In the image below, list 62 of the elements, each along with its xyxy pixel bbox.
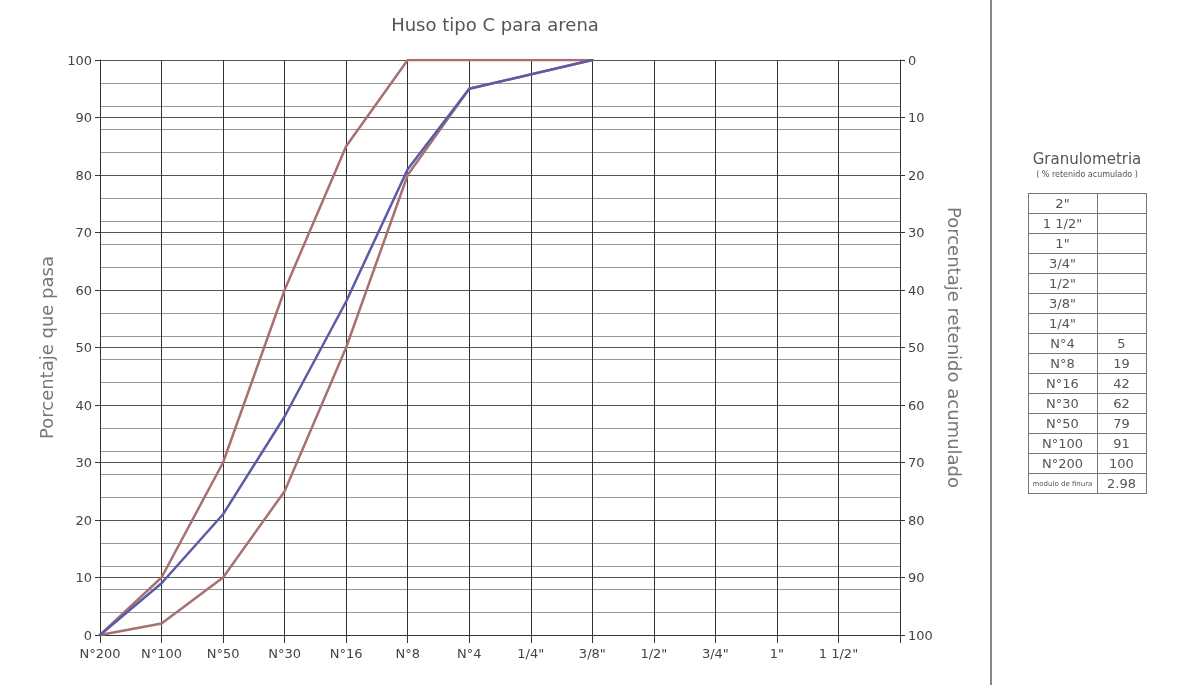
y2-tick-label: 40 — [908, 282, 925, 298]
category-label: 1/4" — [1028, 313, 1097, 334]
category-label: 1/2" — [1028, 273, 1097, 294]
y-tick-label: 70 — [75, 225, 92, 240]
x-tick-label: N°50 — [206, 646, 240, 661]
y-tick-label: 100 — [67, 52, 92, 68]
y2-tick-label: 10 — [908, 110, 925, 125]
x-tick-label: 1 1/2" — [818, 646, 859, 661]
x-tick-label: N°16 — [329, 646, 363, 661]
y2-tick-label: 70 — [908, 455, 925, 470]
category-label: N°4 — [1028, 333, 1097, 354]
x-tick-label: N°100 — [141, 646, 183, 661]
y2-tick-label: 100 — [908, 627, 933, 643]
category-label: 3/8" — [1028, 293, 1097, 314]
category-label: N°100 — [1028, 433, 1097, 454]
x-tick-label: N°8 — [395, 646, 420, 661]
y2-tick-label: 0 — [908, 52, 917, 68]
x-tick-label: N°4 — [456, 646, 482, 661]
y-tick-label: 20 — [75, 512, 92, 528]
data-label: 42 — [1097, 373, 1146, 394]
y2-tick-label: 80 — [908, 512, 925, 528]
data-label: 19 — [1097, 353, 1146, 374]
x-tick-label: 1" — [769, 646, 785, 661]
y-tick-label: 90 — [75, 110, 92, 125]
data-label: 100 — [1097, 453, 1146, 474]
text: ( % retenido acumulado ) — [1035, 170, 1139, 179]
x-tick-label: N°200 — [79, 646, 121, 661]
x-tick-label: 1/2" — [640, 646, 668, 661]
y-tick-label: 50 — [75, 340, 92, 355]
y-tick-label: 60 — [75, 282, 92, 298]
category-label: N°8 — [1028, 353, 1097, 374]
category-label: 1" — [1028, 233, 1097, 254]
x-tick-label: 3/8" — [578, 646, 606, 661]
y-tick-label: 0 — [83, 627, 92, 643]
category-label: N°50 — [1028, 413, 1097, 434]
category-label: 3/4" — [1028, 253, 1097, 274]
category-label: N°30 — [1028, 393, 1097, 414]
y-axis-title: Porcentaje que pasa — [35, 256, 57, 439]
y2-tick-label: 90 — [908, 570, 925, 585]
category-label: N°200 — [1028, 453, 1097, 474]
y-tick-label: 80 — [75, 167, 92, 183]
y-tick-label: 40 — [75, 397, 92, 413]
data-label: 62 — [1097, 393, 1146, 414]
x-tick-label: 3/4" — [701, 646, 729, 661]
x-tick-label: N°30 — [268, 646, 302, 661]
data-label: 79 — [1097, 413, 1146, 434]
chart-title: Huso tipo C para arena — [391, 13, 599, 35]
text: 2.98 — [1097, 473, 1146, 494]
y2-tick-label: 50 — [908, 340, 925, 355]
category-label: N°16 — [1028, 373, 1097, 394]
text: Granulometria — [1031, 150, 1143, 168]
data-label: 91 — [1097, 433, 1146, 454]
y2-tick-label: 60 — [908, 397, 925, 413]
y2-tick-label: 30 — [908, 225, 925, 240]
y2-axis-title: Porcentaje retenido acumulado — [943, 206, 965, 489]
category-label: 1 1/2" — [1028, 213, 1097, 234]
y-tick-label: 30 — [75, 455, 92, 470]
y-tick-label: 10 — [75, 570, 92, 585]
y2-tick-label: 20 — [908, 167, 925, 183]
x-tick-label: 1/4" — [517, 646, 545, 661]
category-label: 2" — [1028, 193, 1097, 214]
data-label: 5 — [1097, 333, 1146, 354]
